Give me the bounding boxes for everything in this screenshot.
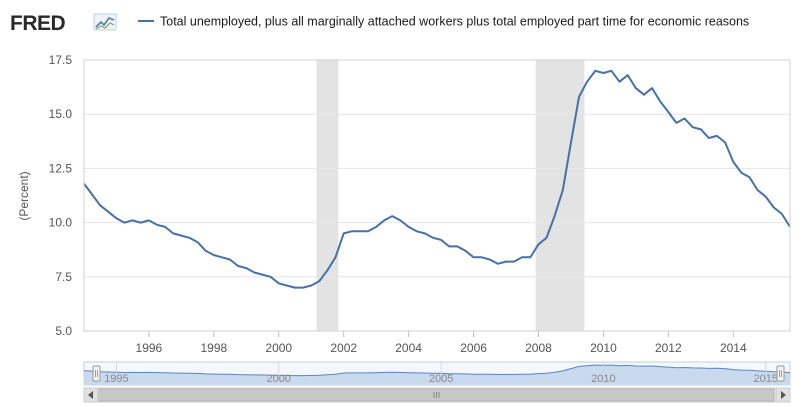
- navigator-handle-left[interactable]: [92, 365, 101, 382]
- navigator-tick-label: 2005: [429, 373, 453, 385]
- x-tick-label: 1996: [136, 341, 163, 355]
- fred-logo[interactable]: FRED: [10, 12, 117, 35]
- legend[interactable]: Total unemployed, plus all marginally at…: [138, 15, 749, 29]
- x-tick-label: 2006: [460, 341, 487, 355]
- navigator-tick-label: 1995: [104, 373, 128, 385]
- gridlines: [84, 59, 790, 332]
- scrollbar-grip-icon: [433, 392, 440, 398]
- x-tick-label: 2004: [395, 341, 422, 355]
- x-tick-label: 2000: [265, 341, 292, 355]
- plot-border: [83, 59, 791, 332]
- y-tick-label: 10.0: [49, 216, 73, 230]
- y-axis-label: (Percent): [17, 171, 31, 220]
- navigator-tick-label: 2000: [267, 373, 291, 385]
- y-tick-label: 12.5: [49, 161, 73, 175]
- x-tick-label: 2014: [720, 341, 747, 355]
- arrow-right-icon: [781, 391, 786, 399]
- arrow-left-icon: [88, 391, 93, 399]
- legend-label: Total unemployed, plus all marginally at…: [160, 15, 749, 29]
- x-tick-label: 2012: [655, 341, 682, 355]
- series-line[interactable]: [83, 69, 791, 289]
- navigator-tick-label: 2010: [591, 373, 615, 385]
- recession-bands: [316, 60, 585, 331]
- logo-text: FRED: [10, 12, 66, 35]
- x-axis-ticks: 1996 1998 2000 2002 2004 2006 2008 2010 2012 2014: [136, 331, 747, 355]
- y-axis-ticks: 5.0 7.5 10.0 12.5 15.0 17.5: [49, 53, 73, 338]
- scrollbar[interactable]: [83, 387, 791, 403]
- series-group: [83, 69, 791, 289]
- y-tick-label: 7.5: [55, 270, 72, 284]
- recession-band: [316, 60, 339, 331]
- fred-chart-icon: [93, 13, 117, 31]
- navigator-ticks: 1995 2000 2005 2010 2015: [104, 362, 778, 385]
- scrollbar-thumb[interactable]: [97, 388, 775, 402]
- navigator-handle-right[interactable]: [776, 365, 785, 382]
- navigator-area: [84, 365, 790, 385]
- scroll-left-button[interactable]: [83, 387, 99, 403]
- y-tick-label: 17.5: [49, 53, 73, 67]
- navigator-tick-label: 2015: [753, 373, 777, 385]
- x-tick-label: 2010: [590, 341, 617, 355]
- navigator[interactable]: 1995 2000 2005 2010 2015: [83, 361, 791, 386]
- x-tick-label: 2008: [525, 341, 552, 355]
- y-tick-label: 5.0: [55, 324, 72, 338]
- x-tick-label: 1998: [201, 341, 228, 355]
- scroll-right-button[interactable]: [775, 387, 791, 403]
- x-tick-label: 2002: [330, 341, 357, 355]
- y-tick-label: 15.0: [49, 107, 73, 121]
